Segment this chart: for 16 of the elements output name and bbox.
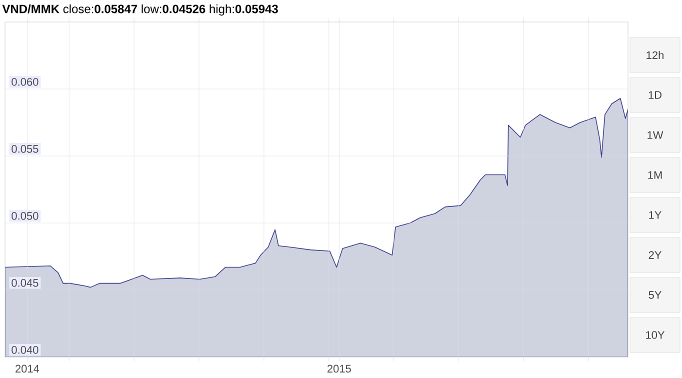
y-tick-label: 0.040: [12, 346, 38, 354]
text: 12h: [646, 51, 664, 59]
y-tick-label: 0.055: [12, 145, 38, 153]
text: 2Y: [648, 251, 662, 259]
x-tick-label: 2015: [327, 364, 351, 373]
y-tick-label: 0.050: [12, 212, 38, 220]
y-tick-label: 0.060: [12, 78, 38, 86]
text: 1M: [648, 171, 662, 179]
text: 1D: [648, 91, 662, 99]
text: 1W: [648, 131, 664, 139]
text: 1Y: [649, 211, 662, 219]
chart-title: VND/MMK close:0.05847 low:0.04526 high:0.05943: [2, 4, 278, 16]
text: 5Y: [648, 291, 662, 299]
y-tick-label: 0.045: [12, 279, 38, 287]
text: 10Y: [646, 331, 665, 339]
x-tick-label: 2014: [16, 364, 40, 373]
